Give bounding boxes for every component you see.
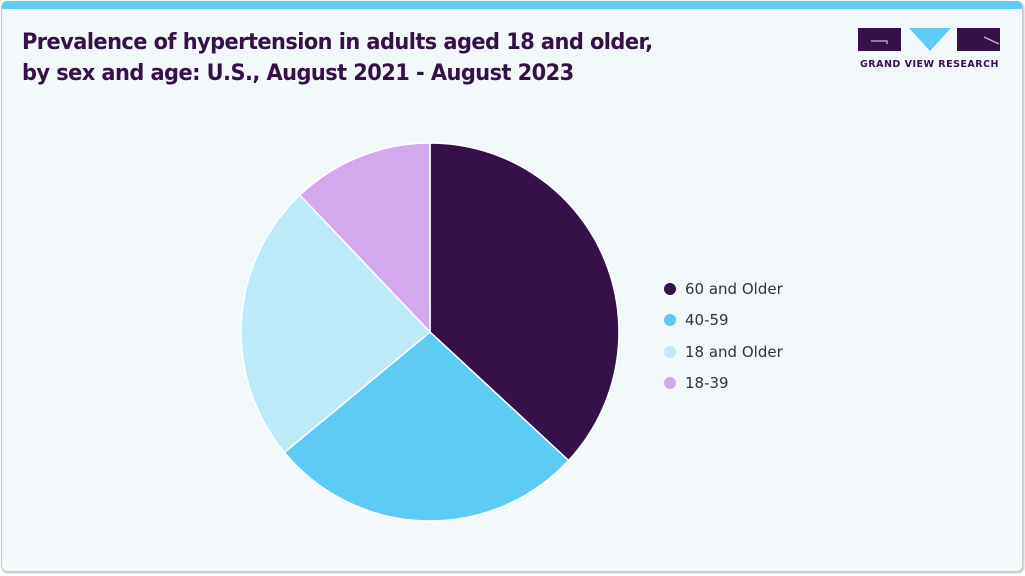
top-accent-bar <box>2 1 1022 9</box>
pie-slice-60-and-older <box>429 142 620 462</box>
logo-text: GRAND VIEW RESEARCH <box>860 59 999 70</box>
logo-mark-icon <box>858 28 1000 51</box>
chart-legend: 60 and Older 40-59 18 and Older 18-39 <box>664 273 783 399</box>
legend-label: 60 and Older <box>685 279 783 298</box>
legend-item: 60 and Older <box>664 273 783 305</box>
pie-slice-18-39 <box>298 142 431 334</box>
legend-item: 18-39 <box>664 368 783 400</box>
legend-dot-icon <box>664 377 676 390</box>
legend-label: 18 and Older <box>685 342 783 361</box>
chart-title: Prevalence of hypertension in adults age… <box>22 27 692 89</box>
legend-item: 40-59 <box>664 305 783 337</box>
legend-dot-icon <box>664 282 676 295</box>
grand-view-research-logo: GRAND VIEW RESEARCH <box>857 28 1002 73</box>
legend-dot-icon <box>664 345 676 358</box>
pie-slice-18-and-older <box>240 193 432 454</box>
chart-title-line-2: by sex and age: U.S., August 2021 - Augu… <box>22 60 574 86</box>
chart-title-line-1: Prevalence of hypertension in adults age… <box>22 29 653 55</box>
legend-label: 18-39 <box>685 374 729 393</box>
legend-label: 40-59 <box>685 311 729 330</box>
legend-item: 18 and Older <box>664 336 783 368</box>
legend-dot-icon <box>664 314 676 327</box>
pie-slice-40-59 <box>283 331 570 522</box>
